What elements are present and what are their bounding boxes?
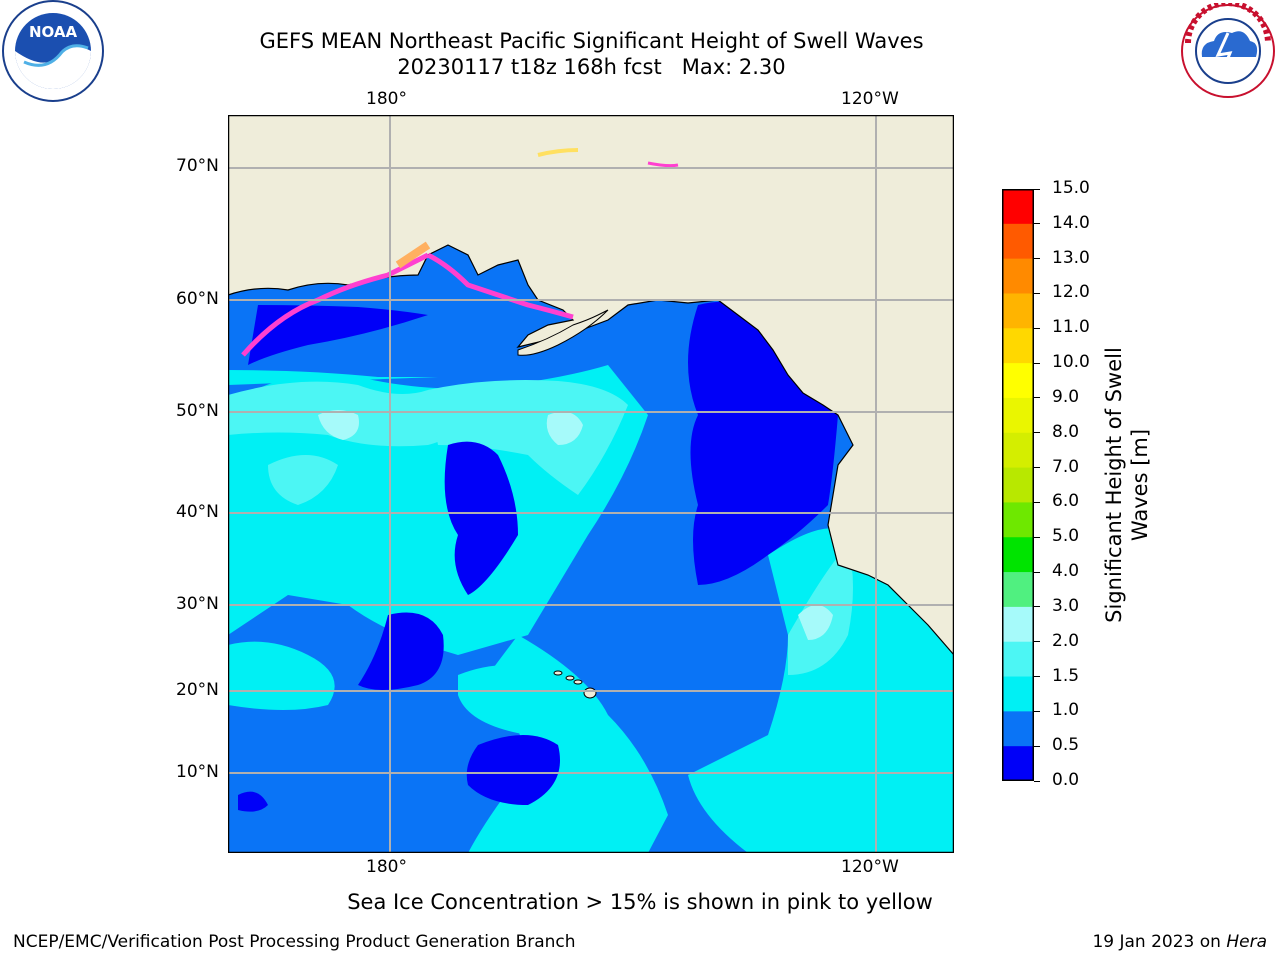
colorbar-tick-mark	[1034, 710, 1040, 712]
lat-label-40n: 40°N	[176, 502, 219, 522]
land	[227, 114, 955, 657]
footer-date: 19 Jan 2023 on Hera	[1092, 932, 1267, 952]
colorbar-tick-label: 11.0	[1052, 317, 1090, 338]
colorbar-label-line1: Significant Height of Swell	[1102, 347, 1126, 623]
footer-date-text: 19 Jan 2023 on	[1092, 932, 1227, 952]
colorbar-tick-mark	[1034, 536, 1040, 538]
colorbar-swatch	[1002, 328, 1034, 364]
colorbar-tick-label: 12.0	[1052, 282, 1090, 303]
colorbar-swatch	[1002, 711, 1034, 747]
colorbar-tick-label: 5.0	[1052, 526, 1080, 547]
colorbar-tick-mark	[1034, 397, 1040, 399]
lat-label-50n: 50°N	[176, 401, 219, 421]
colorbar-tick-label: 8.0	[1052, 421, 1080, 442]
colorbar-tick-mark	[1034, 327, 1040, 329]
colorbar-swatch	[1002, 189, 1034, 225]
colorbar-swatch	[1002, 397, 1034, 434]
footer-credit: NCEP/EMC/Verification Post Processing Pr…	[13, 932, 576, 952]
colorbar-swatch	[1002, 432, 1034, 469]
chart-title-line2: 20230117 t18z 168h fcst Max: 2.30	[397, 55, 786, 79]
colorbar-tick-label: 3.0	[1052, 595, 1080, 616]
colorbar-tick-mark	[1034, 641, 1040, 643]
colorbar-tick-mark	[1034, 676, 1040, 678]
colorbar-tick-mark	[1034, 188, 1040, 190]
colorbar-tick-mark	[1034, 501, 1040, 503]
lon-label-bottom-120w: 120°W	[841, 857, 899, 877]
colorbar-swatch	[1002, 502, 1034, 538]
colorbar-tick-mark	[1034, 780, 1040, 782]
footer-machine: Hera	[1226, 932, 1267, 952]
colorbar-tick-mark	[1034, 362, 1040, 364]
colorbar-tick-label: 1.5	[1052, 665, 1080, 686]
swell-band-2-3	[318, 410, 833, 640]
colorbar-tick-mark	[1034, 745, 1040, 747]
colorbar-tick-label: 14.0	[1052, 212, 1090, 233]
noaa-logo: NOAA	[2, 0, 104, 102]
sea-ice-caption: Sea Ice Concentration > 15% is shown in …	[347, 890, 933, 914]
colorbar-tick-label: 0.0	[1052, 770, 1080, 790]
graticule	[228, 115, 954, 853]
colorbar-tick-label: 4.0	[1052, 561, 1080, 582]
colorbar-tick-mark	[1034, 223, 1040, 225]
lon-label-top-180: 180°	[366, 89, 407, 109]
colorbar-swatch	[1002, 293, 1034, 329]
colorbar	[1002, 189, 1034, 782]
colorbar-swatches	[1002, 189, 1034, 782]
lat-label-20n: 20°N	[176, 680, 219, 700]
colorbar-tick-mark	[1034, 432, 1040, 434]
colorbar-swatch	[1002, 258, 1034, 294]
lon-label-bottom-180: 180°	[366, 857, 407, 877]
colorbar-tick-mark	[1034, 606, 1040, 608]
lat-label-70n: 70°N	[176, 156, 219, 176]
colorbar-tick-mark	[1034, 467, 1040, 469]
colorbar-tick-mark	[1034, 292, 1040, 294]
colorbar-tick-label: 13.0	[1052, 247, 1090, 268]
nws-logo	[1178, 0, 1278, 99]
lat-label-10n: 10°N	[176, 762, 219, 782]
colorbar-tick-mark	[1034, 571, 1040, 573]
colorbar-swatch	[1002, 641, 1034, 678]
map-frame	[227, 114, 955, 854]
colorbar-tick-label: 10.0	[1052, 352, 1090, 373]
lat-label-60n: 60°N	[176, 289, 219, 309]
colorbar-label-line2: Waves [m]	[1128, 428, 1152, 542]
colorbar-swatch	[1002, 537, 1034, 573]
colorbar-tick-label: 15.0	[1052, 178, 1090, 198]
sea-ice-edge	[241, 148, 679, 357]
colorbar-swatch	[1002, 223, 1034, 260]
colorbar-tick-label: 2.0	[1052, 630, 1080, 651]
colorbar-swatch	[1002, 746, 1034, 782]
colorbar-tick-label: 7.0	[1052, 456, 1080, 477]
chart-title-line1: GEFS MEAN Northeast Pacific Significant …	[259, 29, 924, 53]
colorbar-swatch	[1002, 363, 1034, 399]
colorbar-tick-label: 6.0	[1052, 491, 1080, 512]
colorbar-tick-label: 1.0	[1052, 700, 1080, 721]
lon-label-top-120w: 120°W	[841, 89, 899, 109]
colorbar-swatch	[1002, 606, 1034, 643]
colorbar-swatch	[1002, 467, 1034, 503]
colorbar-tick-mark	[1034, 258, 1040, 260]
lat-label-30n: 30°N	[176, 594, 219, 614]
colorbar-tick-label: 0.5	[1052, 735, 1080, 756]
colorbar-tick-label: 9.0	[1052, 386, 1080, 407]
noaa-wordmark: NOAA	[29, 23, 78, 41]
colorbar-swatch	[1002, 676, 1034, 712]
alaska-peninsula	[517, 309, 609, 356]
colorbar-swatch	[1002, 572, 1034, 608]
